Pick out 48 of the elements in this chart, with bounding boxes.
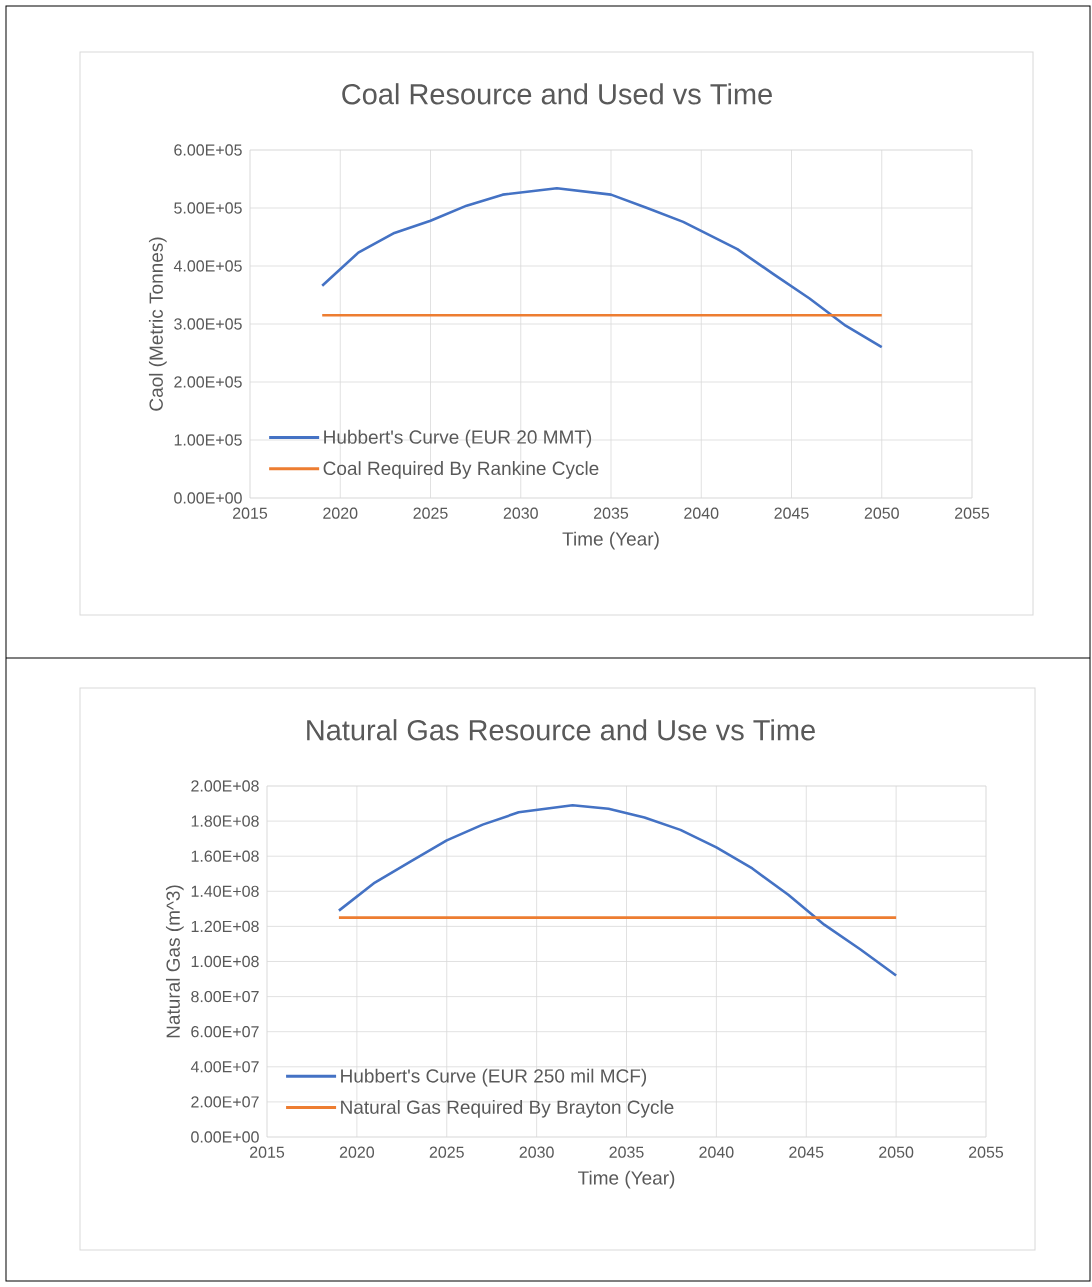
x-tick-label: 2055 — [969, 1146, 1004, 1158]
y-tick-label: 1.00E+08 — [191, 955, 259, 968]
x-tick-label: 2020 — [323, 507, 358, 519]
x-tick-label: 2015 — [233, 507, 268, 519]
x-tick-label: 2045 — [789, 1146, 824, 1158]
x-axis-title: Time (Year) — [562, 531, 659, 550]
x-tick-label: 2040 — [699, 1146, 734, 1158]
y-tick-label: 5.00E+05 — [174, 202, 242, 214]
y-tick-label: 1.40E+08 — [191, 885, 259, 897]
chart-title: Natural Gas Resource and Use vs Time — [307, 719, 815, 741]
y-tick-label: 3.00E+05 — [174, 318, 242, 330]
x-tick-label: 2030 — [503, 507, 538, 519]
y-tick-label: 2.00E+07 — [191, 1096, 259, 1108]
y-axis-title: Caol (Metric Tonnes) — [148, 237, 167, 411]
y-tick-label: 0.00E+00 — [174, 492, 242, 504]
y-axis-title: Natural Gas (m^3) — [165, 885, 184, 1038]
x-tick-label: 2050 — [864, 507, 899, 519]
line-series — [337, 804, 898, 977]
x-axis-title: Time (Year) — [578, 1170, 675, 1189]
y-tick-label: 2.00E+08 — [191, 780, 259, 792]
y-tick-label: 6.00E+05 — [174, 144, 242, 156]
x-tick-label: 2015 — [250, 1146, 285, 1158]
y-tick-label: 1.60E+08 — [191, 850, 259, 862]
y-tick-label: 1.80E+08 — [191, 815, 259, 827]
y-tick-label: 2.00E+05 — [174, 376, 242, 388]
y-tick-label: 0.00E+00 — [191, 1131, 259, 1143]
legend-label: Hubbert's Curve (EUR 20 MMT) — [324, 429, 592, 448]
chart-title: Coal Resource and Used vs Time — [342, 83, 772, 105]
y-tick-label: 1.00E+05 — [174, 434, 242, 446]
x-tick-label: 2045 — [774, 507, 809, 519]
y-tick-label: 6.00E+07 — [191, 1026, 259, 1038]
y-tick-label: 1.20E+08 — [191, 920, 259, 933]
x-tick-label: 2020 — [339, 1146, 375, 1158]
x-tick-label: 2040 — [684, 507, 719, 519]
legend-label: Natural Gas Required By Brayton Cycle — [341, 1099, 674, 1118]
y-tick-label: 8.00E+07 — [191, 990, 259, 1003]
legend-label: Coal Required By Rankine Cycle — [323, 461, 599, 479]
x-tick-label: 2050 — [879, 1146, 914, 1158]
y-tick-label: 4.00E+07 — [190, 1061, 259, 1073]
line-series — [320, 186, 884, 349]
x-tick-label: 2030 — [519, 1146, 554, 1158]
legend-label: Hubbert's Curve (EUR 250 mil MCF) — [341, 1068, 647, 1087]
x-tick-label: 2035 — [594, 507, 629, 519]
x-tick-label: 2025 — [429, 1146, 464, 1158]
y-tick-label: 4.00E+05 — [173, 260, 242, 272]
x-tick-label: 2035 — [609, 1146, 644, 1158]
x-tick-label: 2055 — [955, 507, 990, 519]
x-tick-label: 2025 — [413, 507, 448, 519]
